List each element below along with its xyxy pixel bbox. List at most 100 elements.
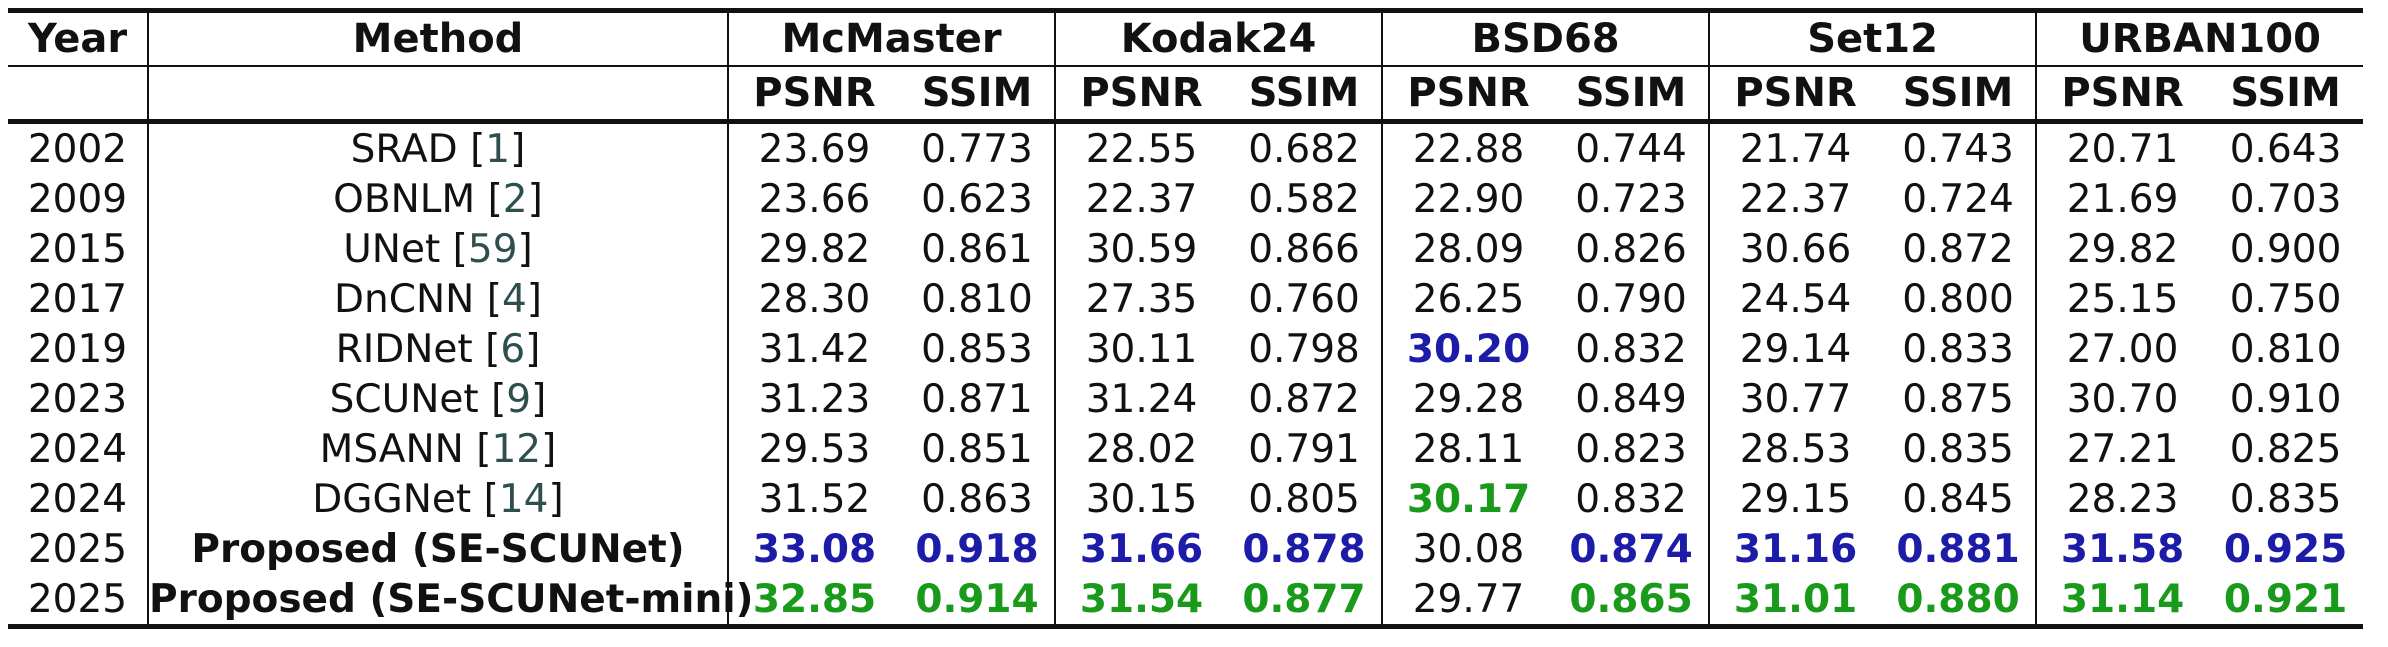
cell-psnr: 22.55 xyxy=(1085,126,1198,172)
cell-ssim: 0.910 xyxy=(2229,376,2342,422)
cell-psnr: 28.11 xyxy=(1412,426,1525,472)
cell-method: UNet [59] xyxy=(148,224,729,274)
cell-method: DGGNet [14] xyxy=(148,474,729,524)
cell-psnr: 22.90 xyxy=(1412,176,1525,222)
citation-link[interactable]: 6 xyxy=(500,326,526,372)
cell-method: MSANN [12] xyxy=(148,424,729,474)
cell-psnr: 30.17 xyxy=(1406,476,1531,522)
cell-psnr: 27.21 xyxy=(2066,426,2179,472)
header-metric-ssim: SSIM xyxy=(1554,65,1711,124)
results-table-container: Year Method McMaster Kodak24 BSD68 Set12… xyxy=(8,8,2364,629)
cell-year: 2025 xyxy=(8,574,149,629)
cell-psnr: 30.15 xyxy=(1085,476,1198,522)
cell-psnr: 31.16 xyxy=(1733,526,1858,572)
citation-link[interactable]: 14 xyxy=(498,476,549,522)
cell-ssim: 0.845 xyxy=(1881,474,2038,524)
cell-psnr: 29.77 xyxy=(1382,574,1555,629)
citation-link[interactable]: 2 xyxy=(502,176,528,222)
header-metric-ssim: SSIM xyxy=(2208,65,2364,124)
citation-link[interactable]: 1 xyxy=(485,126,511,172)
cell-method: Proposed (SE-SCUNet) xyxy=(148,524,729,574)
header-year: Year xyxy=(8,8,149,66)
cell-ssim: 0.723 xyxy=(1554,174,1711,224)
table-row: 2024 DGGNet [14] 31.52 0.863 30.15 0.805 30.17… xyxy=(8,474,2363,524)
cell-psnr: 31.23 xyxy=(758,376,871,422)
cell-ssim: 0.800 xyxy=(1881,274,2038,324)
cell-psnr: 29.14 xyxy=(1739,326,1852,372)
cell-psnr: 24.54 xyxy=(1739,276,1852,322)
cell-psnr: 28.23 xyxy=(2066,476,2179,522)
cell-ssim: 0.750 xyxy=(2229,276,2342,322)
citation-link[interactable]: 59 xyxy=(467,226,518,272)
cell-ssim: 0.833 xyxy=(1881,324,2038,374)
table-row: 2025 Proposed (SE-SCUNet-mini) 32.85 0.914 3… xyxy=(8,574,2364,629)
method-name: Proposed (SE-SCUNet-mini) xyxy=(149,576,754,622)
table-row: 2023 SCUNet [9] 31.23 0.871 31.24 0.872 29.28 0… xyxy=(8,374,2363,424)
cell-psnr: 30.59 xyxy=(1085,226,1198,272)
cell-year: 2023 xyxy=(8,374,149,424)
cell-psnr: 32.85 xyxy=(728,574,900,629)
cell-ssim: 0.921 xyxy=(2208,574,2364,629)
cell-psnr: 27.00 xyxy=(2066,326,2179,372)
header-dataset-bsd68: BSD68 xyxy=(1382,8,1711,66)
cell-psnr: 25.15 xyxy=(2066,276,2179,322)
cell-method: SCUNet [9] xyxy=(148,374,729,424)
cell-ssim: 0.805 xyxy=(1227,474,1384,524)
cell-ssim: 0.863 xyxy=(900,474,1057,524)
cell-ssim: 0.866 xyxy=(1227,224,1384,274)
cell-psnr: 30.66 xyxy=(1739,226,1852,272)
cell-year: 2025 xyxy=(8,524,149,574)
header-method-empty xyxy=(148,65,729,124)
table-row: 2017 DnCNN [4] 28.30 0.810 27.35 0.760 26.25 0.… xyxy=(8,274,2363,324)
cell-ssim: 0.865 xyxy=(1554,574,1711,629)
cell-ssim: 0.791 xyxy=(1227,424,1384,474)
cell-ssim: 0.724 xyxy=(1881,174,2038,224)
header-dataset-set12: Set12 xyxy=(1709,8,2038,66)
cell-ssim: 0.835 xyxy=(2229,476,2342,522)
cell-ssim: 0.918 xyxy=(900,524,1057,574)
cell-psnr: 26.25 xyxy=(1412,276,1525,322)
method-name: SCUNet xyxy=(329,376,492,422)
citation-link[interactable]: 12 xyxy=(491,426,542,472)
cell-ssim: 0.826 xyxy=(1554,224,1711,274)
cell-ssim: 0.810 xyxy=(2229,326,2342,372)
cell-ssim: 0.703 xyxy=(2229,176,2342,222)
method-name: RIDNet xyxy=(335,326,486,372)
header-metric-psnr: PSNR xyxy=(1382,65,1555,124)
cell-psnr: 28.02 xyxy=(1085,426,1198,472)
cell-ssim: 0.810 xyxy=(900,274,1057,324)
method-name: UNet xyxy=(343,226,453,272)
table-header: Year Method McMaster Kodak24 BSD68 Set12… xyxy=(8,8,2364,124)
cell-ssim: 0.798 xyxy=(1227,324,1384,374)
cell-ssim: 0.623 xyxy=(900,174,1057,224)
cell-psnr: 29.53 xyxy=(758,426,871,472)
table-row: 2009 OBNLM [2] 23.66 0.623 22.37 0.582 22.90 0.… xyxy=(8,174,2363,224)
header-metric-psnr: PSNR xyxy=(1055,65,1228,124)
method-name: DGGNet xyxy=(312,476,484,522)
header-metric-psnr: PSNR xyxy=(2036,65,2209,124)
table-row: 2002 SRAD [1] 23.69 0.773 22.55 0.682 22.88 0.7… xyxy=(8,121,2363,174)
cell-ssim: 0.881 xyxy=(1881,524,2038,574)
cell-year: 2019 xyxy=(8,324,149,374)
cell-psnr: 31.24 xyxy=(1085,376,1198,422)
cell-ssim: 0.900 xyxy=(2229,226,2342,272)
method-name: SRAD xyxy=(350,126,471,172)
citation-link[interactable]: 9 xyxy=(506,376,532,422)
cell-psnr: 20.71 xyxy=(2066,126,2179,172)
cell-ssim: 0.682 xyxy=(1227,121,1384,174)
cell-ssim: 0.875 xyxy=(1881,374,2038,424)
cell-method: Proposed (SE-SCUNet-mini) xyxy=(148,574,753,629)
cell-psnr: 23.66 xyxy=(758,176,871,222)
cell-ssim: 0.880 xyxy=(1881,574,2038,629)
cell-year: 2024 xyxy=(8,424,149,474)
header-metric-psnr: PSNR xyxy=(728,65,900,124)
cell-year: 2002 xyxy=(8,121,149,174)
cell-ssim: 0.643 xyxy=(2229,126,2342,172)
cell-ssim: 0.823 xyxy=(1554,424,1711,474)
citation-link[interactable]: 4 xyxy=(501,276,527,322)
header-year-empty xyxy=(8,65,149,124)
header-metric-ssim: SSIM xyxy=(900,65,1057,124)
cell-psnr: 28.09 xyxy=(1412,226,1525,272)
cell-year: 2024 xyxy=(8,474,149,524)
cell-ssim: 0.773 xyxy=(900,121,1057,174)
